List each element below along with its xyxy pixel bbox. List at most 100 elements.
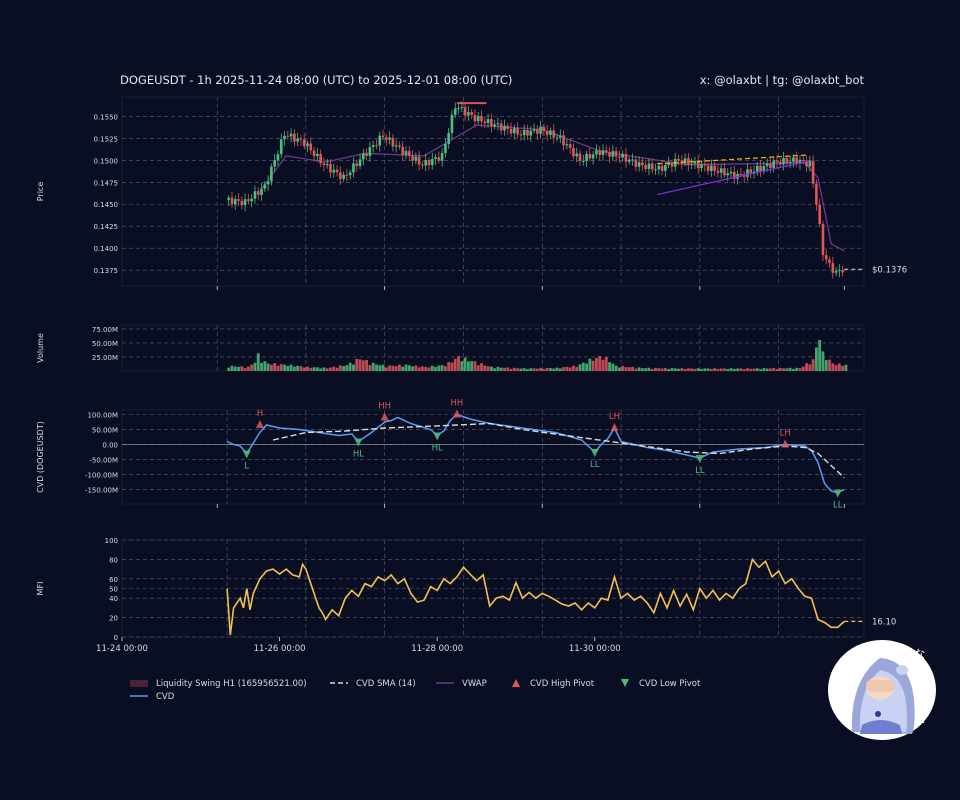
candle-body — [792, 157, 795, 162]
candle-body — [250, 198, 253, 202]
mascot-caption: なんてこった! — [912, 648, 926, 725]
volume-bar — [752, 368, 756, 371]
candle-body — [621, 153, 624, 158]
candle-body — [325, 164, 329, 166]
candle-body — [371, 145, 375, 147]
candle-body — [522, 129, 526, 136]
volume-bar — [614, 365, 618, 371]
legend-swatch-high-pivot — [512, 679, 520, 687]
candle-body — [430, 158, 434, 166]
volume-bar — [693, 368, 697, 371]
volume-bar — [480, 363, 483, 371]
candle-body — [339, 172, 342, 179]
volume-bar — [565, 366, 569, 371]
volume-bar — [660, 368, 664, 371]
mfi-ytick-label: 0 — [114, 634, 118, 642]
candle-body — [434, 157, 437, 159]
candle-body — [368, 146, 372, 157]
volume-bar — [329, 367, 332, 371]
candle-body — [233, 199, 237, 205]
candle-body — [329, 164, 332, 173]
volume-bar — [315, 367, 319, 371]
volume-bar — [749, 368, 753, 371]
volume-bar — [296, 365, 300, 371]
cvd-frame — [121, 409, 865, 505]
cvd-high-pivot-marker — [452, 409, 461, 418]
volume-bar — [417, 367, 421, 371]
candle-body — [710, 165, 713, 172]
volume-bar — [844, 364, 848, 371]
volume-bar — [775, 369, 779, 371]
volume-bar — [398, 364, 401, 371]
cvd-pivot-label: LH — [609, 412, 620, 422]
legend-label: CVD High Pivot — [530, 679, 595, 689]
cvd-high-pivot-marker — [255, 420, 264, 429]
x-tick-label: 11-28 00:00 — [411, 644, 463, 654]
volume-bar — [700, 369, 703, 371]
volume-bar — [591, 360, 595, 371]
volume-bar — [240, 366, 244, 371]
volume-bar — [227, 367, 231, 371]
cvd-pivot-label: LL — [833, 501, 843, 511]
volume-bar — [466, 361, 470, 371]
candle-body — [785, 157, 789, 164]
volume-bar — [453, 358, 457, 371]
candle-body — [831, 262, 835, 273]
candle-body — [696, 161, 700, 169]
candle-body — [286, 135, 290, 137]
candle-body — [644, 165, 647, 169]
cvd-ytick-label: -150.00M — [85, 487, 118, 495]
candle-body — [559, 135, 562, 138]
volume-bar — [723, 368, 726, 371]
candle-body — [388, 137, 391, 140]
volume-bar — [575, 366, 579, 371]
candle-body — [591, 154, 595, 159]
candle-body — [230, 197, 234, 205]
volume-bar — [260, 362, 263, 371]
volume-bar — [690, 368, 694, 371]
mfi-last-label: 16.10 — [872, 617, 896, 627]
candle-body — [499, 123, 503, 131]
candle-body — [447, 133, 450, 144]
volume-bar — [276, 365, 280, 371]
volume-bar — [755, 368, 759, 371]
volume-bar — [555, 367, 559, 371]
candle-body — [417, 156, 421, 165]
volume-bar — [601, 359, 605, 371]
candle-body — [627, 159, 631, 162]
candle-body — [260, 188, 263, 195]
candle-body — [749, 169, 753, 173]
candle-body — [834, 270, 838, 273]
volume-bar — [706, 368, 710, 371]
cvd-low-pivot-marker — [354, 438, 363, 447]
candle-body — [240, 200, 244, 206]
candle-body — [706, 165, 710, 172]
volume-bar — [338, 365, 342, 371]
volume-bar — [352, 364, 355, 371]
volume-bar — [824, 360, 828, 371]
volume-bar — [680, 368, 684, 371]
volume-bar — [253, 362, 257, 371]
candle-body — [332, 169, 336, 173]
volume-bar — [332, 366, 336, 371]
volume-bar — [621, 366, 625, 371]
candle-body — [713, 165, 716, 171]
candle-body — [384, 137, 388, 140]
volume-bar — [516, 368, 520, 371]
volume-bar — [237, 366, 240, 371]
volume-bar — [325, 368, 329, 371]
candle-body — [647, 163, 651, 169]
volume-bar — [279, 364, 283, 371]
volume-bar — [788, 367, 792, 371]
volume-bar — [736, 368, 739, 371]
volume-ytick-label: 75.00M — [92, 326, 118, 334]
candle-body — [266, 181, 270, 185]
volume-bar — [558, 368, 562, 371]
candle-body — [414, 156, 418, 161]
mfi-ytick-label: 40 — [109, 595, 118, 603]
volume-bar — [634, 368, 638, 371]
volume-bar — [673, 368, 677, 371]
candle-body — [480, 115, 483, 122]
volume-bar — [306, 366, 309, 371]
candle-body — [362, 153, 365, 160]
